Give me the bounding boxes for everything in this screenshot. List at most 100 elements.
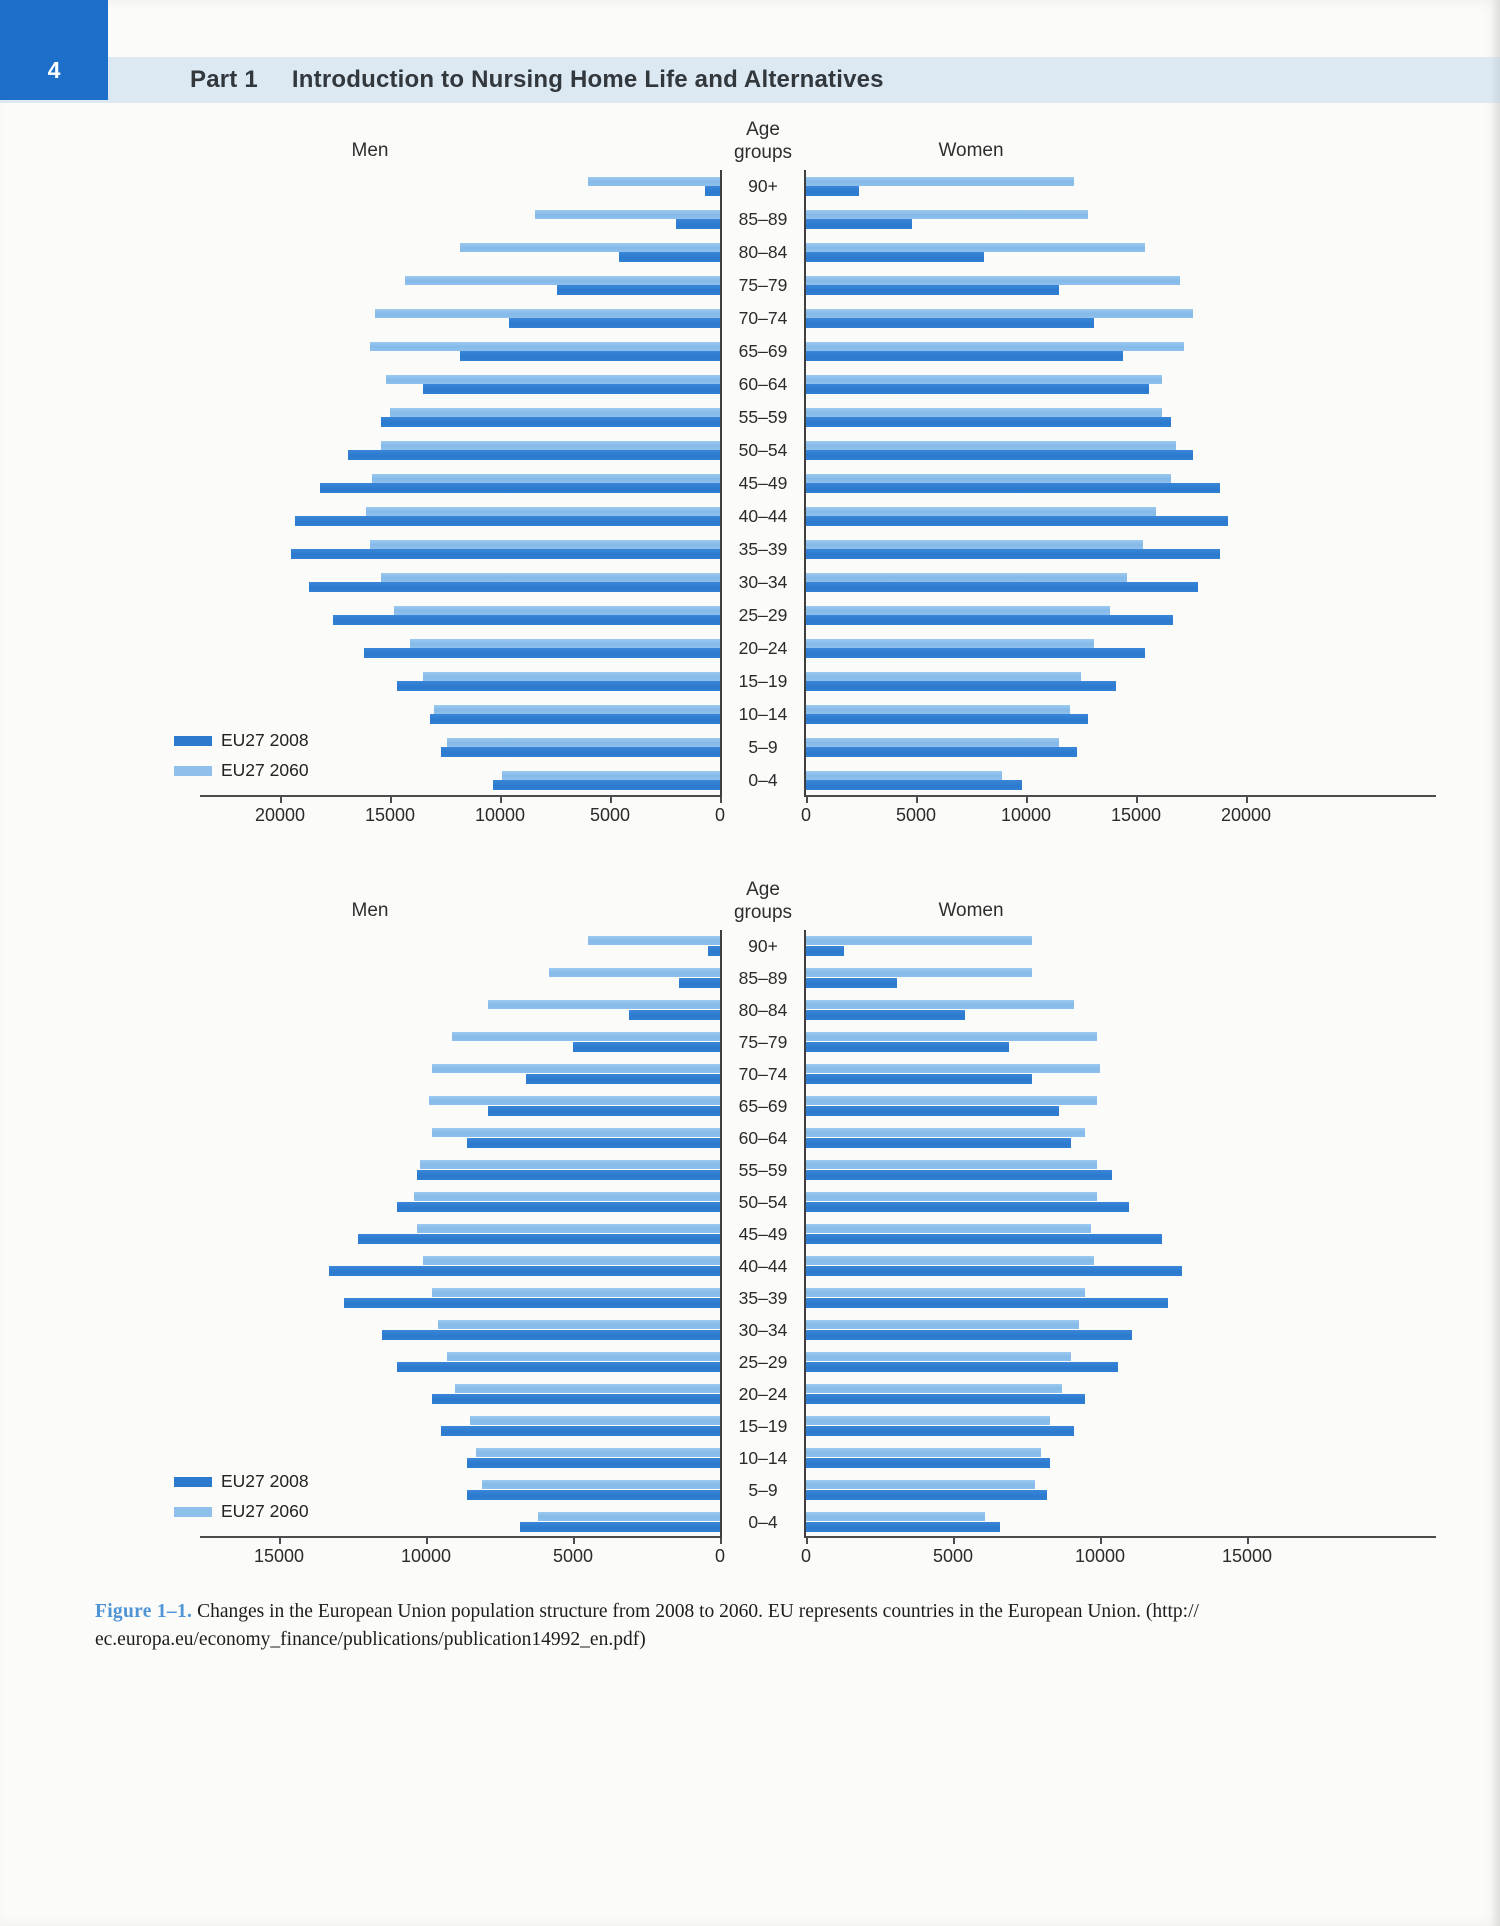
axis-tick-label: 15000 bbox=[364, 805, 416, 825]
age-group-label: 20–24 bbox=[738, 1383, 788, 1404]
bar-men-2008 bbox=[328, 1265, 720, 1276]
axis-tick-label: 15000 bbox=[1110, 805, 1162, 825]
legend-item: EU27 2060 bbox=[174, 760, 309, 781]
bar-women-2008 bbox=[806, 1457, 1051, 1468]
age-groups-column: 90+ 85–89 80–84 75–79 70–74 65–69 60–64 55–59 50… bbox=[720, 930, 806, 1538]
bar-men-2008 bbox=[423, 384, 720, 394]
age-groups-title-word: Age bbox=[746, 119, 780, 140]
legend-item: EU27 2060 bbox=[174, 1501, 309, 1522]
age-group-label: 55–59 bbox=[738, 407, 788, 427]
bar-women-2060 bbox=[806, 473, 1172, 483]
bar-men-2060 bbox=[390, 407, 720, 417]
bar-men-2008 bbox=[508, 318, 720, 328]
bar-men-2060 bbox=[431, 1128, 720, 1137]
bar-women-2008 bbox=[806, 186, 859, 196]
age-group-label: 20–24 bbox=[738, 638, 788, 658]
bar-women-2060 bbox=[806, 1256, 1095, 1265]
bar-men-2008 bbox=[467, 1137, 720, 1148]
bar-women-2008 bbox=[806, 681, 1117, 691]
bar-men-2060 bbox=[487, 1000, 720, 1009]
bar-men-2060 bbox=[420, 1160, 720, 1169]
bar-men-2008 bbox=[363, 648, 720, 658]
bar-men-2008 bbox=[467, 1457, 720, 1468]
bar-women-2008 bbox=[806, 516, 1229, 526]
bar-men-2060 bbox=[481, 1480, 720, 1489]
age-group-label: 60–64 bbox=[738, 374, 788, 394]
age-group-label: 30–34 bbox=[738, 572, 788, 592]
axis-tick-label: 15000 bbox=[253, 1546, 305, 1566]
axis-tick-label: 0 bbox=[714, 1546, 726, 1566]
figure-caption: Figure 1–1. Changes in the European Unio… bbox=[95, 1598, 1445, 1654]
page-number-tab: 4 bbox=[0, 0, 108, 100]
age-group-label: 15–19 bbox=[738, 1415, 788, 1436]
axis-tick-label: 10000 bbox=[1074, 1546, 1126, 1566]
legend-label: EU27 2060 bbox=[221, 1501, 309, 1521]
chart-titles-row: Men Age groups Women bbox=[200, 878, 1436, 930]
legend-label: EU27 2008 bbox=[221, 1471, 309, 1491]
bar-women-2008 bbox=[806, 780, 1022, 790]
bar-women-2008 bbox=[806, 417, 1172, 427]
bar-men-2008 bbox=[429, 714, 720, 724]
bar-men-2060 bbox=[455, 1384, 720, 1393]
bar-men-2060 bbox=[423, 671, 720, 681]
women-axis-title: Women bbox=[938, 900, 1004, 921]
age-group-label: 55–59 bbox=[738, 1159, 788, 1180]
bar-men-2060 bbox=[423, 1256, 720, 1265]
page-number: 4 bbox=[47, 57, 61, 83]
age-group-label: 45–49 bbox=[738, 473, 788, 493]
bar-women-2060 bbox=[806, 605, 1110, 615]
chart-titles-row: Men Age groups Women bbox=[200, 118, 1436, 170]
bar-men-2008 bbox=[396, 1201, 720, 1212]
bar-women-2060 bbox=[806, 1192, 1098, 1201]
bar-women-2008 bbox=[806, 1425, 1074, 1436]
age-group-label: 40–44 bbox=[738, 506, 788, 526]
bar-men-2060 bbox=[414, 1192, 720, 1201]
women-panel bbox=[806, 930, 1436, 1538]
bar-women-2008 bbox=[806, 1329, 1133, 1340]
axis-tick-mark bbox=[280, 797, 282, 803]
age-group-label: 85–89 bbox=[738, 209, 788, 229]
bar-women-2008 bbox=[806, 747, 1077, 757]
axis-tick-mark bbox=[1026, 797, 1028, 803]
legend-swatch-2008 bbox=[174, 735, 212, 746]
bar-women-2060 bbox=[806, 209, 1088, 219]
chart-legend: EU27 2008 EU27 2060 bbox=[174, 1471, 309, 1522]
age-group-label: 90+ bbox=[748, 176, 778, 196]
bar-women-2060 bbox=[806, 572, 1128, 582]
bar-men-2060 bbox=[460, 242, 720, 252]
age-groups-axis-title: Age groups bbox=[703, 878, 823, 924]
legend-swatch-2060 bbox=[174, 1506, 212, 1517]
women-panel bbox=[806, 170, 1436, 797]
age-groups-title-word: groups bbox=[733, 142, 793, 163]
bar-men-2060 bbox=[437, 1320, 720, 1329]
bar-men-2008 bbox=[332, 615, 720, 625]
bar-women-2060 bbox=[806, 704, 1070, 714]
chart-legend: EU27 2008 EU27 2060 bbox=[174, 730, 309, 781]
bar-men-2008 bbox=[520, 1521, 720, 1532]
axis-tick-label: 5000 bbox=[552, 1546, 594, 1566]
bar-women-2060 bbox=[806, 275, 1180, 285]
age-group-label: 75–79 bbox=[738, 275, 788, 295]
axis-tick-mark bbox=[806, 797, 808, 803]
bar-men-2060 bbox=[470, 1416, 720, 1425]
age-group-label: 0–4 bbox=[748, 1511, 778, 1532]
bar-women-2008 bbox=[806, 615, 1174, 625]
axis-tick-label: 10000 bbox=[400, 1546, 452, 1566]
age-group-label: 25–29 bbox=[738, 605, 788, 625]
axis-tick-label: 5000 bbox=[895, 805, 937, 825]
bar-men-2060 bbox=[431, 1064, 720, 1073]
axis-tick-mark bbox=[390, 797, 392, 803]
axis-tick-mark bbox=[720, 797, 722, 803]
bar-women-2060 bbox=[806, 308, 1194, 318]
bar-men-2060 bbox=[431, 1288, 720, 1297]
bar-women-2060 bbox=[806, 1032, 1098, 1041]
age-group-label: 5–9 bbox=[748, 737, 778, 757]
bar-men-2008 bbox=[343, 1297, 720, 1308]
age-group-label: 65–69 bbox=[738, 1095, 788, 1116]
bar-women-2060 bbox=[806, 1064, 1100, 1073]
age-group-label: 35–39 bbox=[738, 539, 788, 559]
bar-women-2008 bbox=[806, 252, 985, 262]
bar-men-2008 bbox=[319, 483, 720, 493]
bar-men-2008 bbox=[396, 681, 720, 691]
bar-men-2060 bbox=[446, 1352, 720, 1361]
